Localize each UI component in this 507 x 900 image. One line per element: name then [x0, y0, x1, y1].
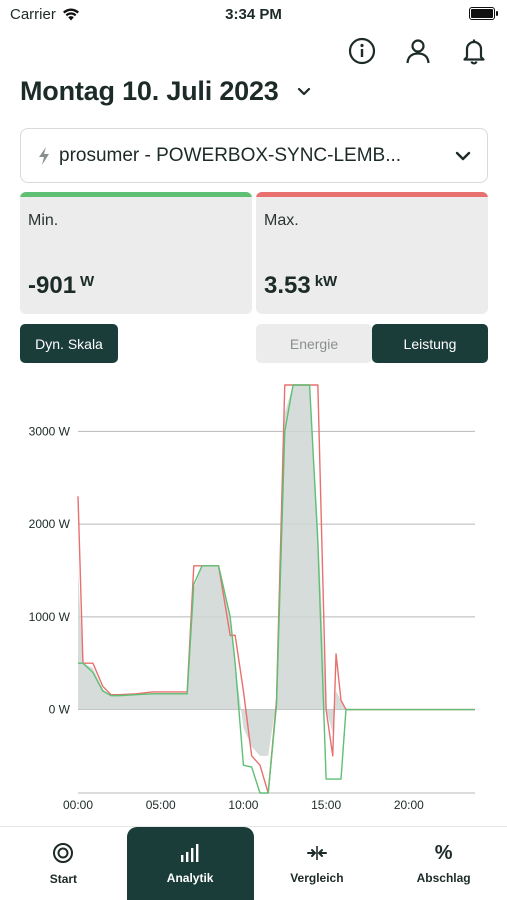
percent-icon: %: [434, 841, 453, 864]
min-unit: W: [80, 273, 95, 290]
tab-start[interactable]: Start: [0, 827, 127, 900]
info-icon[interactable]: [347, 36, 377, 66]
tab-bar: Start Analytik Vergleich % Abschlag: [0, 826, 507, 900]
max-value: 3.53: [264, 272, 311, 299]
max-value-wrap: 3.53 kW: [264, 272, 337, 300]
min-accent-bar: [20, 192, 252, 197]
y-tick-label: 1000 W: [29, 610, 71, 624]
battery-icon: [469, 7, 498, 20]
wifi-icon: [62, 8, 79, 21]
bar-chart-icon: [181, 843, 199, 862]
page-title: Montag 10. Juli 2023: [20, 76, 279, 106]
bell-icon[interactable]: [459, 36, 489, 66]
power-chart: 0 W 1000 W 2000 W 3000 W 00:00 05:00 10:00 15:0…: [29, 384, 475, 812]
chevron-down-icon[interactable]: [297, 87, 311, 96]
y-tick-label: 0 W: [49, 703, 71, 717]
line-series: [77, 384, 475, 794]
status-bar: Carrier 3:34 PM: [0, 0, 507, 30]
tab-analytik[interactable]: Analytik: [126, 827, 254, 900]
tab-label: Start: [49, 871, 78, 886]
x-tick-label: 15:00: [311, 798, 341, 812]
min-value: -901: [28, 272, 77, 299]
carrier-info: Carrier: [10, 6, 80, 23]
min-caption: Min.: [28, 212, 59, 229]
carrier-label: Carrier: [10, 6, 56, 23]
y-tick-label: 2000 W: [29, 517, 71, 531]
compare-arrows-icon: [306, 845, 327, 860]
mode-energie[interactable]: Energie: [256, 324, 372, 363]
line-series: [78, 384, 475, 794]
tab-vergleich[interactable]: Vergleich: [254, 827, 381, 900]
x-tick-label: 10:00: [228, 798, 258, 812]
tab-label: Vergleich: [290, 870, 344, 885]
max-accent-bar: [256, 192, 488, 197]
tab-label: Abschlag: [416, 870, 471, 885]
lightning-icon: [39, 146, 49, 165]
tab-abschlag[interactable]: % Abschlag: [380, 827, 507, 900]
device-dropdown[interactable]: prosumer - POWERBOX-SYNC-LEMB...: [20, 128, 488, 183]
y-tick-label: 3000 W: [29, 424, 71, 438]
header-actions: [347, 36, 489, 66]
x-tick-label: 05:00: [146, 798, 176, 812]
tab-label: Analytik: [166, 870, 214, 885]
mode-segmented-control: Energie Leistung: [256, 324, 488, 363]
status-time: 3:34 PM: [225, 6, 282, 23]
min-card: Min. -901 W: [20, 192, 252, 314]
x-tick-label: 00:00: [63, 798, 93, 812]
max-unit: kW: [314, 273, 338, 290]
dyn-scale-button[interactable]: Dyn. Skala: [20, 324, 118, 363]
max-caption: Max.: [264, 212, 299, 229]
min-value-wrap: -901 W: [28, 272, 94, 300]
mode-leistung[interactable]: Leistung: [372, 324, 488, 363]
user-icon[interactable]: [403, 36, 433, 66]
device-label: prosumer - POWERBOX-SYNC-LEMB...: [59, 144, 402, 166]
chevron-down-icon: [455, 151, 471, 160]
date-selector[interactable]: Montag 10. Juli 2023: [20, 76, 311, 107]
x-tick-label: 20:00: [394, 798, 424, 812]
max-card: Max. 3.53 kW: [256, 192, 488, 314]
target-icon: [53, 842, 74, 863]
